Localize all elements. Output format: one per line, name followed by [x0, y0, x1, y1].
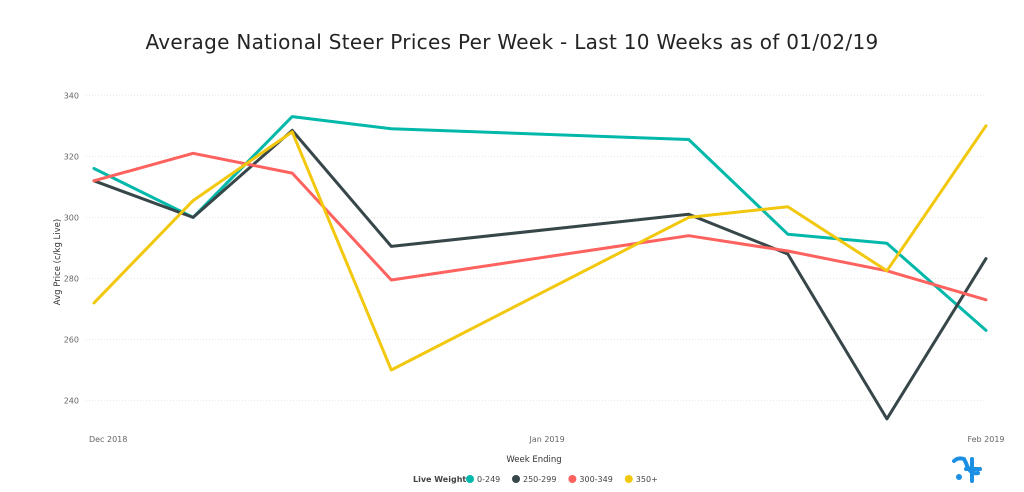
legend-label-250-299: 250-299: [523, 475, 556, 484]
y-tick-label: 320: [64, 152, 79, 161]
y-axis-ticks: 240 260 280 300 320 340: [64, 91, 79, 405]
series-line-300-349: [92, 151, 988, 302]
x-axis-ticks: Dec 2018 Jan 2019 Feb 2019: [89, 435, 1005, 444]
logo-cross: [964, 457, 982, 483]
gridlines: [86, 94, 986, 402]
legend: Live Weight 0-249 250-299 300-349 350+: [413, 475, 658, 484]
y-axis-title: Avg Price (c/kg Live): [53, 219, 63, 305]
x-axis-title: Week Ending: [506, 455, 561, 465]
legend-marker-350+: [624, 475, 633, 483]
series-lines: [92, 115, 988, 421]
legend-label-350+: 350+: [636, 475, 658, 484]
x-tick-label: Dec 2018: [89, 435, 127, 444]
legend-label-300-349: 300-349: [579, 475, 612, 484]
legend-label-0-249: 0-249: [477, 475, 500, 484]
logo-dot: [956, 474, 962, 480]
y-tick-label: 280: [64, 274, 79, 283]
x-tick-label: Feb 2019: [967, 435, 1004, 444]
legend-title: Live Weight: [413, 475, 466, 484]
chart-title: Average National Steer Prices Per Week -…: [145, 30, 879, 54]
series-line-350+: [92, 124, 988, 372]
legend-marker-250-299: [512, 475, 520, 483]
legend-marker-0-249: [466, 475, 474, 483]
series-line-250-299: [92, 128, 988, 421]
logo-swoosh: [952, 456, 980, 476]
x-tick-label: Jan 2019: [528, 435, 564, 444]
series-line-0-249: [92, 115, 988, 332]
y-tick-label: 340: [64, 91, 79, 100]
brand-logo: [952, 456, 982, 483]
y-tick-label: 260: [64, 336, 79, 345]
y-tick-label: 300: [64, 213, 79, 222]
y-tick-label: 240: [64, 397, 79, 406]
legend-marker-300-349: [568, 475, 577, 483]
